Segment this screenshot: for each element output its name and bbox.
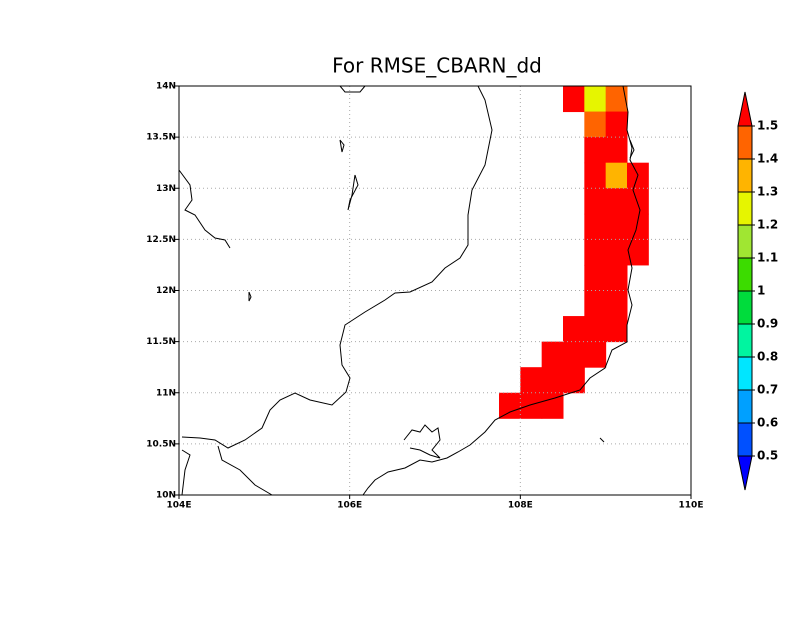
grid-cell [605,86,628,113]
coastline [347,174,359,211]
colorbar-label: 1 [757,284,765,298]
grid-cell [541,367,564,394]
coastline [629,139,635,159]
y-tick-label: 13.5N [146,133,176,143]
coastline [181,85,493,449]
colorbar-label: 0.8 [757,350,778,364]
colorbar-box [737,125,753,160]
coastline [181,449,191,496]
colorbar-label: 1.1 [757,251,778,265]
colorbar-box [737,356,753,391]
grid-cell [627,188,649,215]
colorbar-box [737,191,753,226]
x-tick-label: 110E [679,501,704,511]
grid-cell [520,367,543,394]
grid-cell [605,162,628,189]
grid-cell [541,341,564,368]
colorbar-label: 1.2 [757,218,778,232]
colorbar-box [737,422,753,457]
grid-cell [584,316,607,343]
coastline [403,424,441,459]
grid-cell [605,137,628,164]
grid-cell [584,188,607,215]
colorbar-box [737,257,753,292]
grid-cell [605,213,628,240]
grid-cell [584,162,607,189]
y-tick-label: 14N [156,82,176,92]
x-tick-label: 108E [508,501,533,511]
y-tick-label: 11N [156,388,176,398]
coastline [362,85,641,496]
coastline [599,437,605,443]
grid-cell [605,239,628,266]
y-tick-label: 10.5N [146,439,176,449]
colorbar-label: 1.5 [757,119,778,133]
grid-cell [584,290,607,317]
chart-title: For RMSE_CBARN_dd [332,54,542,78]
axes: 104E 106E 108E 110E 10N 10.5N 11N 11.5N 12N 12.5N… [146,82,703,511]
colorbar-label: 1.4 [757,152,778,166]
grid [179,86,691,495]
coastlines [178,85,641,496]
coastline [339,139,345,153]
grid-cell [627,213,649,240]
grid-cell [605,290,628,317]
grid-cell [605,316,628,343]
colorbar-box [737,224,753,259]
y-tick-label: 13N [156,184,176,194]
grid-cell [605,264,628,291]
colorbar: 0.5 0.6 0.7 0.8 0.9 1 1.1 1.2 1.3 1.4 1.5 [737,91,778,491]
cells [499,86,649,419]
grid-cell [627,239,649,266]
grid-cell [563,86,585,113]
y-tick-label: 12.5N [146,235,176,245]
grid-cell [499,392,521,419]
coastline [178,169,231,249]
colorbar-label: 0.9 [757,317,778,331]
colorbar-label: 0.6 [757,416,778,430]
y-tick-label: 11.5N [146,337,176,347]
grid-cell [563,367,585,394]
x-tick-label: 104E [167,501,192,511]
x-tick-label: 106E [337,501,362,511]
coastline [339,85,366,93]
grid-cell [563,316,585,343]
grid-cell [584,264,607,291]
coastline [217,445,273,496]
colorbar-box [737,323,753,358]
grid-cell [584,111,607,138]
colorbar-label: 0.7 [757,383,778,397]
colorbar-label: 1.3 [757,185,778,199]
grid-cell [584,341,607,368]
colorbar-label: 0.5 [757,449,778,463]
y-tick-label: 10N [156,491,176,501]
y-tick-label: 12N [156,286,176,296]
colorbar-box [737,389,753,424]
grid-cell [584,213,607,240]
grid-cell [520,392,543,419]
grid-cell [541,392,564,419]
grid-cell [584,86,607,113]
grid-cell [584,239,607,266]
colorbar-box [737,290,753,325]
grid-cell [563,341,585,368]
grid-cell [584,137,607,164]
colorbar-box [737,158,753,193]
coastline [248,291,252,302]
grid-cell [605,188,628,215]
grid-cell [605,111,628,138]
